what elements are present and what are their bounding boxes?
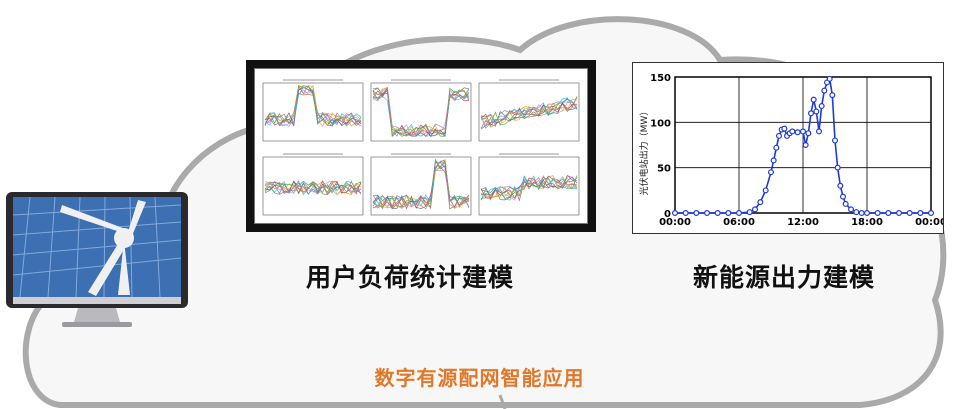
data-point: [768, 169, 775, 176]
data-point: [671, 210, 678, 217]
data-point: [816, 128, 823, 135]
x-tick-label: 12:00: [787, 217, 819, 228]
load-subplot: [478, 79, 580, 142]
data-point: [848, 206, 855, 213]
pv-output-chart: 光伏电站出力（MW） 0 50 100 150 00:00 06:00 12:00 18:00…: [638, 73, 947, 228]
x-tick-label: 00:00: [659, 217, 691, 228]
data-point: [853, 209, 860, 216]
chart-series: [671, 75, 935, 217]
data-point: [917, 210, 924, 217]
data-point: [757, 199, 764, 206]
load-modeling-caption: 用户负荷统计建模: [306, 263, 515, 292]
data-point: [842, 200, 849, 207]
load-subplot: [262, 79, 364, 142]
application-title: 数字有源配网智能应用: [374, 366, 585, 390]
data-point: [896, 210, 903, 217]
data-point: [840, 193, 847, 200]
y-axis-label: 光伏电站出力（MW）: [638, 107, 650, 196]
data-point: [813, 108, 820, 115]
data-point: [837, 182, 844, 189]
x-tick-label: 06:00: [723, 217, 755, 228]
x-tick-label: 00:00: [915, 217, 943, 228]
y-tick-label: 50: [657, 164, 671, 175]
data-point: [714, 210, 721, 217]
data-point: [906, 210, 913, 217]
data-point: [885, 210, 892, 217]
y-tick-label: 150: [650, 73, 671, 84]
x-tick-label: 18:00: [851, 217, 883, 228]
load-subplot: [370, 153, 472, 216]
data-point: [858, 210, 865, 217]
data-point: [773, 144, 780, 151]
data-point: [770, 157, 777, 164]
data-point: [751, 206, 758, 213]
data-point: [864, 210, 871, 217]
data-point: [789, 128, 796, 135]
data-point: [762, 187, 769, 194]
desktop-monitor-icon: [6, 192, 188, 327]
load-subplot: [370, 79, 472, 142]
data-point: [794, 129, 801, 136]
data-point: [703, 210, 710, 217]
data-point: [834, 164, 841, 171]
y-tick-label: 0: [664, 209, 671, 220]
data-point: [800, 128, 807, 135]
renewable-modeling-caption: 新能源出力建模: [693, 263, 876, 292]
data-point: [805, 130, 812, 137]
data-point: [808, 110, 815, 117]
y-tick-label: 100: [650, 118, 671, 129]
data-point: [928, 210, 935, 217]
data-point: [781, 125, 788, 132]
load-statistics-panel: [246, 60, 596, 232]
data-point: [682, 210, 689, 217]
data-point: [826, 75, 833, 82]
data-point: [810, 96, 817, 103]
data-point: [832, 137, 839, 144]
data-point: [818, 103, 825, 110]
data-point: [776, 132, 783, 139]
data-point: [874, 210, 881, 217]
load-statistics-image: [254, 68, 588, 224]
data-point: [829, 92, 836, 99]
wind-turbine-icon: [60, 200, 146, 296]
data-point: [725, 210, 732, 217]
load-profile-small-multiples: [262, 79, 580, 216]
data-point: [802, 141, 809, 148]
cloud-notch: [498, 394, 507, 409]
data-point: [821, 87, 828, 94]
load-subplot: [478, 153, 580, 216]
data-point: [735, 210, 742, 217]
data-point: [693, 210, 700, 217]
pv-output-panel: 光伏电站出力（MW） 0 50 100 150 00:00 06:00 12:00 18:00…: [632, 62, 947, 234]
load-subplot: [262, 153, 364, 216]
data-point: [746, 209, 753, 216]
chart-ticks: 0 50 100 150 00:00 06:00 12:00 18:00 00:00: [650, 73, 947, 228]
